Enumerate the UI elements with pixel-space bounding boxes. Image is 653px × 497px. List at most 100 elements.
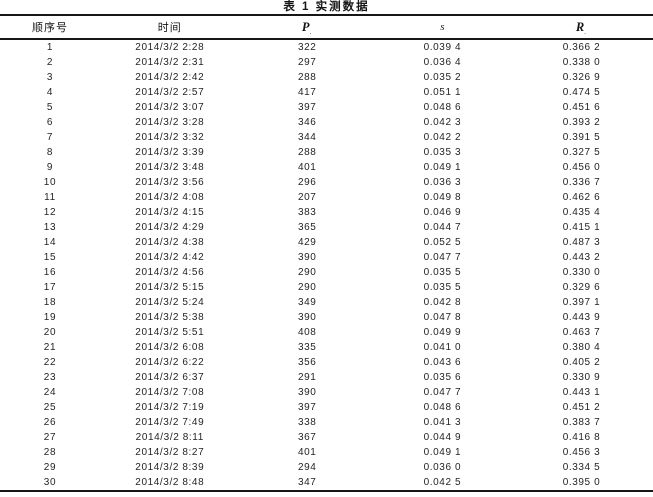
col-header-r-symbol: R xyxy=(575,19,585,34)
table-cell: 0.047 7 xyxy=(423,252,462,263)
table-cell: 0.463 7 xyxy=(562,327,601,338)
table-cell: 390 xyxy=(297,312,317,323)
table-cell: 0.044 9 xyxy=(423,432,462,443)
table-cell: 0.330 0 xyxy=(562,267,601,278)
table-cell: 1 xyxy=(46,42,54,53)
table-cell: 0.443 9 xyxy=(562,312,601,323)
table-cell: 0.051 1 xyxy=(423,87,462,98)
table-cell: 0.391 5 xyxy=(562,132,601,143)
table-body: 1 2014/3/2 2:28 322 0.039 4 0.366 2 2 2014/3/2… xyxy=(0,39,653,491)
table-cell: 2014/3/2 3:28 xyxy=(135,117,205,128)
table-cell: 429 xyxy=(297,237,317,248)
table-cell: 0.456 0 xyxy=(562,162,601,173)
table-cell: 207 xyxy=(297,192,317,203)
table-row: 17 2014/3/2 5:15 290 0.035 5 0.329 6 xyxy=(0,280,653,295)
table-cell: 2014/3/2 3:07 xyxy=(135,102,205,113)
table-cell: 2014/3/2 4:29 xyxy=(135,222,205,233)
table-cell: 0.334 5 xyxy=(562,462,601,473)
table-row: 12 2014/3/2 4:15 383 0.046 9 0.435 4 xyxy=(0,205,653,220)
table-cell: 397 xyxy=(297,102,317,113)
table-cell: 24 xyxy=(43,387,57,398)
table-cell: 0.336 7 xyxy=(562,177,601,188)
table-row: 8 2014/3/2 3:39 288 0.035 3 0.327 5 xyxy=(0,145,653,160)
table-cell: 0.395 0 xyxy=(562,477,601,488)
table-cell: 294 xyxy=(297,462,317,473)
table-cell: 2 xyxy=(46,57,54,68)
table-cell: 2014/3/2 5:51 xyxy=(135,327,205,338)
table-cell: 0.052 5 xyxy=(423,237,462,248)
table-cell: 20 xyxy=(43,327,57,338)
table-row: 1 2014/3/2 2:28 322 0.039 4 0.366 2 xyxy=(0,39,653,55)
table-cell: 0.443 2 xyxy=(562,252,601,263)
table-cell: 2014/3/2 4:42 xyxy=(135,252,205,263)
table-row: 27 2014/3/2 8:11 367 0.044 9 0.416 8 xyxy=(0,430,653,445)
table-row: 14 2014/3/2 4:38 429 0.052 5 0.487 3 xyxy=(0,235,653,250)
table-cell: 2014/3/2 6:37 xyxy=(135,372,205,383)
table-cell: 10 xyxy=(43,177,57,188)
table-cell: 2014/3/2 6:08 xyxy=(135,342,205,353)
table-cell: 2014/3/2 7:19 xyxy=(135,402,205,413)
table-row: 9 2014/3/2 3:48 401 0.049 1 0.456 0 xyxy=(0,160,653,175)
table-row: 11 2014/3/2 4:08 207 0.049 8 0.462 6 xyxy=(0,190,653,205)
col-header-r: R. xyxy=(510,15,653,39)
col-header-p: P. xyxy=(240,15,375,39)
table-cell: 25 xyxy=(43,402,57,413)
table-cell: 0.049 8 xyxy=(423,192,462,203)
table-cell: 0.462 6 xyxy=(562,192,601,203)
table-cell: 0.036 3 xyxy=(423,177,462,188)
table-cell: 2014/3/2 8:48 xyxy=(135,477,205,488)
table-cell: 2014/3/2 8:27 xyxy=(135,447,205,458)
table-cell: 322 xyxy=(297,42,317,53)
table-row: 20 2014/3/2 5:51 408 0.049 9 0.463 7 xyxy=(0,325,653,340)
table-cell: 417 xyxy=(297,87,317,98)
table-cell: 2014/3/2 5:24 xyxy=(135,297,205,308)
table-cell: 3 xyxy=(46,72,54,83)
table-cell: 22 xyxy=(43,357,57,368)
col-header-time-label: 时间 xyxy=(157,22,182,34)
table-cell: 0.042 3 xyxy=(423,117,462,128)
table-cell: 296 xyxy=(297,177,317,188)
table-cell: 0.380 4 xyxy=(562,342,601,353)
table-cell: 29 xyxy=(43,462,57,473)
table-cell: 0.048 6 xyxy=(423,102,462,113)
table-row: 22 2014/3/2 6:22 356 0.043 6 0.405 2 xyxy=(0,355,653,370)
table-cell: 0.035 2 xyxy=(423,72,462,83)
table-row: 21 2014/3/2 6:08 335 0.041 0 0.380 4 xyxy=(0,340,653,355)
table-cell: 0.383 7 xyxy=(562,417,601,428)
table-cell: 290 xyxy=(297,282,317,293)
table-cell: 390 xyxy=(297,252,317,263)
table-cell: 347 xyxy=(297,477,317,488)
table-cell: 0.451 6 xyxy=(562,102,601,113)
table-cell: 0.035 5 xyxy=(423,282,462,293)
table-cell: 390 xyxy=(297,387,317,398)
table-cell: 0.451 2 xyxy=(562,402,601,413)
table-cell: 335 xyxy=(297,342,317,353)
table-cell: 0.329 6 xyxy=(562,282,601,293)
table-cell: 2014/3/2 3:39 xyxy=(135,147,205,158)
table-cell: 344 xyxy=(297,132,317,143)
table-cell: 11 xyxy=(44,192,56,203)
table-cell: 14 xyxy=(43,237,57,248)
table-cell: 0.041 0 xyxy=(423,342,462,353)
table-row: 19 2014/3/2 5:38 390 0.047 8 0.443 9 xyxy=(0,310,653,325)
table-cell: 23 xyxy=(43,372,57,383)
table-cell: 408 xyxy=(297,327,317,338)
table-cell: 0.435 4 xyxy=(562,207,601,218)
col-header-p-subscript: . xyxy=(309,28,313,36)
col-header-time: 时间 xyxy=(100,15,240,39)
table-cell: 13 xyxy=(43,222,57,233)
col-header-sequence: 顺序号 xyxy=(0,15,100,39)
table-cell: 401 xyxy=(297,447,317,458)
table-cell: 0.327 5 xyxy=(562,147,601,158)
table-cell: 2014/3/2 3:32 xyxy=(135,132,205,143)
table-cell: 28 xyxy=(43,447,57,458)
table-cell: 2014/3/2 2:28 xyxy=(135,42,205,53)
table-cell: 0.366 2 xyxy=(562,42,601,53)
table-cell: 9 xyxy=(46,162,54,173)
table-cell: 0.047 8 xyxy=(423,312,462,323)
table-cell: 16 xyxy=(43,267,57,278)
table-cell: 397 xyxy=(297,402,317,413)
table-cell: 338 xyxy=(297,417,317,428)
table-cell: 0.393 2 xyxy=(562,117,601,128)
